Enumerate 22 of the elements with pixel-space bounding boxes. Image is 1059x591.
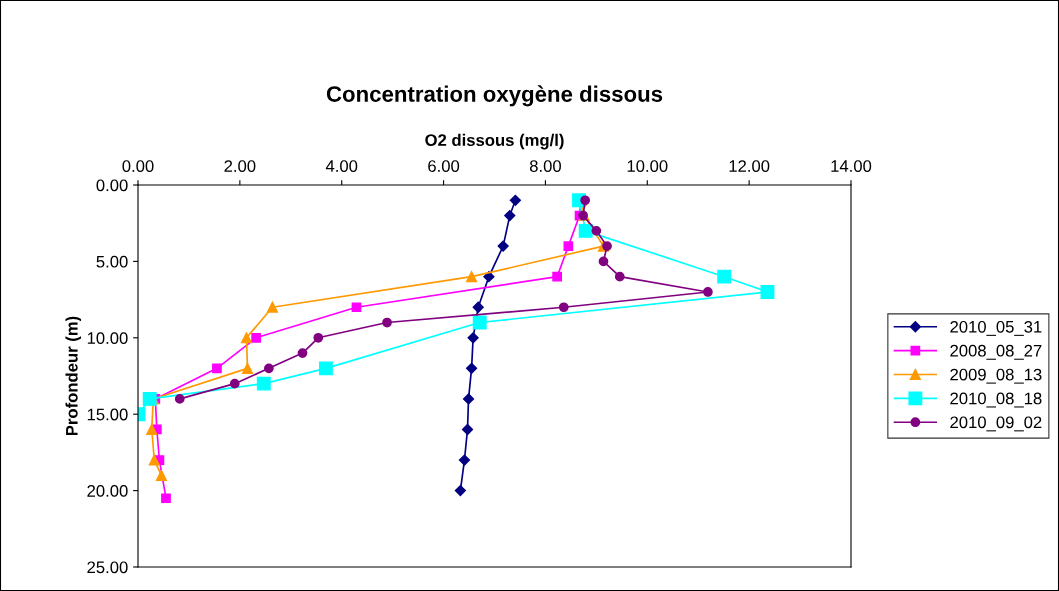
x-tick-label: 12.00: [729, 160, 770, 172]
x-tick-label: 4.00: [325, 160, 358, 172]
legend-label: 2010_09_02: [950, 416, 1042, 432]
x-tick-label: 0.00: [122, 160, 154, 172]
legend-label: 2008_08_27: [950, 344, 1042, 360]
x-tick-label: 14.00: [831, 160, 872, 172]
y-tick-label: 20.00: [87, 485, 128, 497]
legend-label: 2010_05_31: [950, 320, 1042, 336]
legend-label: 2010_08_18: [950, 392, 1042, 408]
y-tick-label: 0.00: [96, 179, 128, 192]
legend-label: 2009_08_13: [950, 368, 1042, 384]
y-tick-label: 15.00: [87, 408, 128, 421]
y-axis-title: Profondeur (m): [65, 316, 82, 436]
chart-title: Concentration oxygène dissous: [326, 85, 663, 107]
y-tick-label: 25.00: [87, 561, 128, 574]
x-tick-label: 2.00: [224, 160, 256, 172]
x-tick-label: 10.00: [627, 160, 668, 172]
y-tick-label: 10.00: [87, 332, 128, 344]
x-tick-label: 8.00: [529, 160, 561, 172]
x-tick-label: 6.00: [428, 160, 460, 172]
x-axis-title: O2 dissous (mg/l): [425, 133, 564, 150]
y-tick-label: 5.00: [96, 255, 128, 268]
